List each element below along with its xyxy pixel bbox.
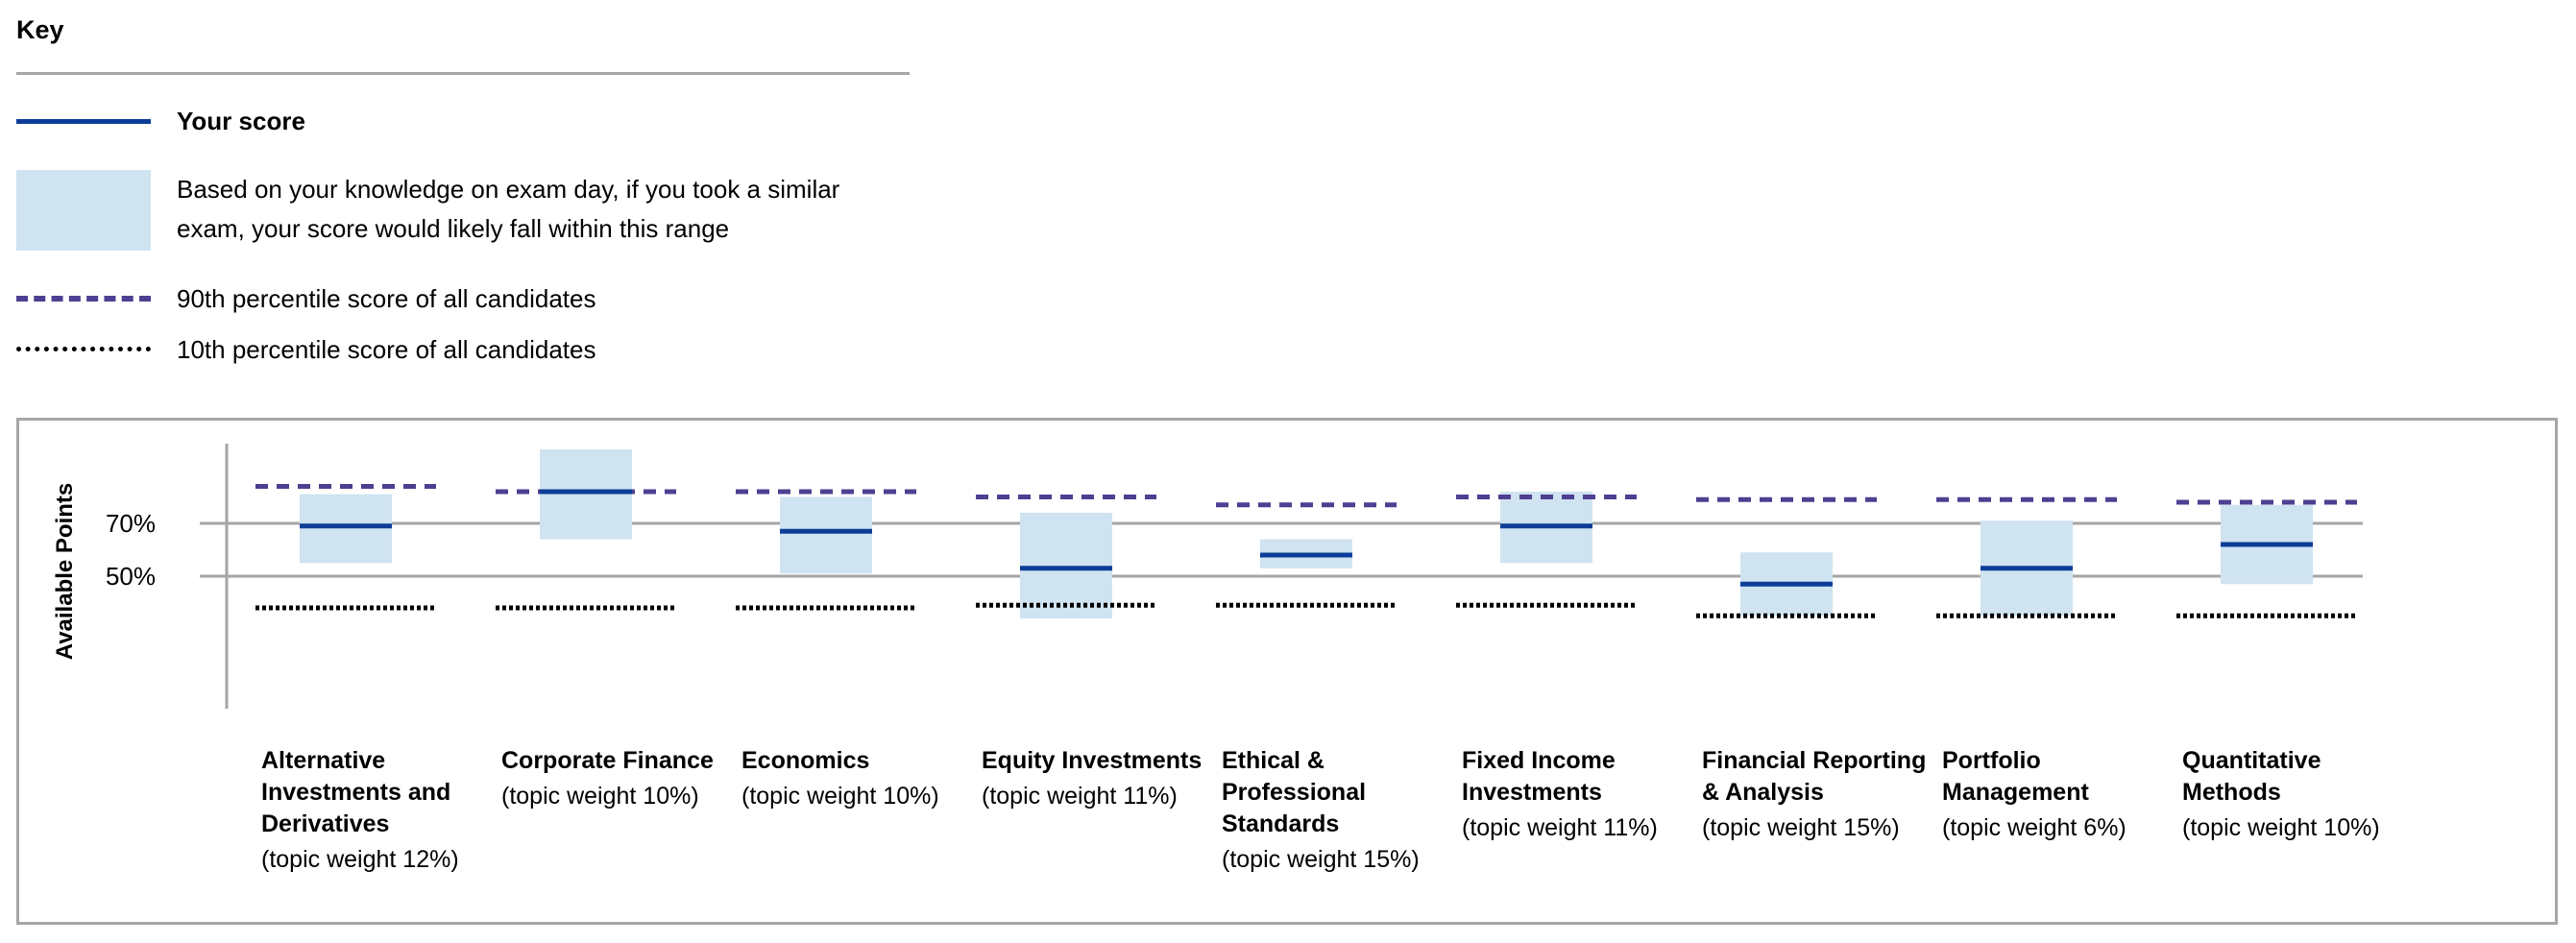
score-line-swatch [16,119,151,124]
key-divider [16,72,910,75]
legend-10th-label: 10th percentile score of all candidates [177,335,596,364]
cat-3-label: Economics (topic weight 10%) [741,745,972,812]
cat-6-weight: (topic weight 11%) [1462,814,1658,841]
cat-1-label: Alternative Investments and Derivatives (… [261,745,492,876]
cat-7-weight: (topic weight 15%) [1702,814,1900,841]
p10-dot-swatch [16,347,151,351]
cat-8-label: Portfolio Management (topic weight 6%) [1942,745,2173,844]
chart-frame [16,418,2558,925]
y-axis-label: Available Points [52,483,78,661]
cat-6-name: Fixed Income Investments [1462,747,1616,806]
cat-6-label: Fixed Income Investments (topic weight 11… [1462,745,1692,844]
cat-4-weight: (topic weight 11%) [982,783,1178,810]
cat-2-weight: (topic weight 10%) [501,783,699,810]
legend-range-line1: Based on your knowledge on exam day, if … [177,175,840,204]
cat-9-name: Quantitative Methods [2182,747,2321,806]
range-box-swatch [16,170,151,251]
cat-3-name: Economics [741,747,870,774]
cat-4-range-box [1020,513,1112,618]
cat-1-range-box [300,494,392,564]
cat-8-weight: (topic weight 6%) [1942,814,2126,841]
ytick-label-50: 50% [106,562,156,591]
legend-90th-label: 90th percentile score of all candidates [177,284,596,313]
ytick-label-70: 70% [106,509,156,538]
cat-2-name: Corporate Finance [501,747,714,774]
cat-3-weight: (topic weight 10%) [741,783,939,810]
legend-your-score-label: Your score [177,107,305,135]
key-title: Key [16,15,64,44]
cat-9-label: Quantitative Methods (topic weight 10%) [2182,745,2413,844]
cat-2-label: Corporate Finance (topic weight 10%) [501,745,732,812]
p90-dash-swatch [16,296,151,302]
cat-5-label: Ethical & Professional Standards (topic w… [1222,745,1452,876]
cat-1-weight: (topic weight 12%) [261,846,459,873]
cat-5-weight: (topic weight 15%) [1222,846,1420,873]
cat-4-label: Equity Investments (topic weight 11%) [982,745,1212,812]
cat-2-range-box [540,449,632,540]
cat-8-name: Portfolio Management [1942,747,2089,806]
cat-7-label: Financial Reporting & Analysis (topic wei… [1702,745,1932,844]
cat-7-name: Financial Reporting & Analysis [1702,747,1927,806]
cat-4-name: Equity Investments [982,747,1203,774]
cat-5-name: Ethical & Professional Standards [1222,747,1367,837]
cat-9-weight: (topic weight 10%) [2182,814,2380,841]
cat-3-range-box [780,496,872,574]
cat-1-name: Alternative Investments and Derivatives [261,747,451,837]
legend-range-line2: exam, your score would likely fall withi… [177,214,730,243]
